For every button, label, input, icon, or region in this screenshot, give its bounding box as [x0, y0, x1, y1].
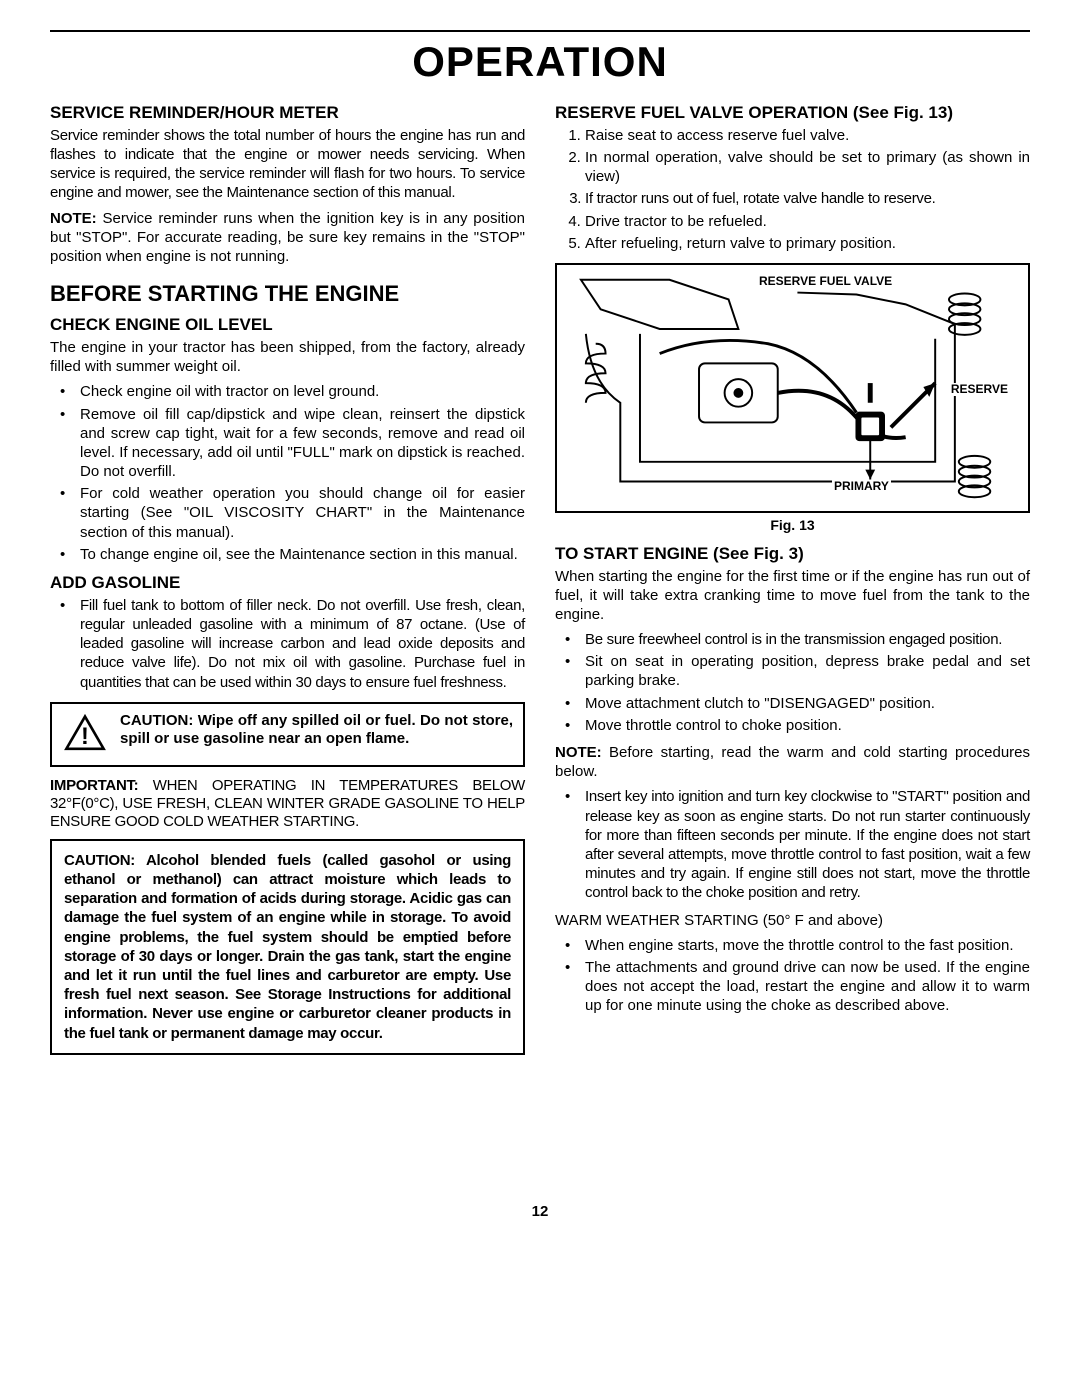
list-item: For cold weather operation you should ch… — [50, 484, 525, 542]
heading-reserve-valve: RESERVE FUEL VALVE OPERATION (See Fig. 1… — [555, 102, 1030, 124]
caution-box-1: ! CAUTION: Wipe off any spilled oil or f… — [50, 702, 525, 767]
note-label: NOTE: — [50, 210, 97, 227]
service-reminder-note: NOTE: Service reminder runs when the ign… — [50, 209, 525, 267]
list-item: Be sure freewheel control is in the tran… — [555, 630, 1030, 649]
warm-weather-heading: WARM WEATHER STARTING (50° F and above) — [555, 911, 1030, 930]
fig-label-reserve: RESERVE — [949, 383, 1010, 396]
list-item: Fill fuel tank to bottom of filler neck.… — [50, 596, 525, 692]
figure-13-caption: Fig. 13 — [555, 517, 1030, 535]
figure-13: RESERVE FUEL VALVE RESERVE PRIMARY — [555, 263, 1030, 513]
list-item: Move throttle control to choke position. — [555, 716, 1030, 735]
list-item: The attachments and ground drive can now… — [555, 958, 1030, 1016]
list-item: Drive tractor to be refueled. — [585, 212, 1030, 231]
list-item: Raise seat to access reserve fuel valve. — [585, 126, 1030, 145]
page-number: 12 — [50, 1203, 1030, 1220]
important-note: IMPORTANT: WHEN OPERATING IN TEM­PER­A­T… — [50, 777, 525, 831]
start-engine-intro: When starting the engine for the first t… — [555, 567, 1030, 625]
note-text: Before starting, read the warm and cold … — [555, 744, 1030, 780]
heading-check-oil: CHECK ENGINE OIL LEVEL — [50, 314, 525, 336]
add-gas-list: Fill fuel tank to bottom of filler neck.… — [50, 596, 525, 692]
check-oil-intro: The engine in your tractor has been ship… — [50, 338, 525, 376]
list-item: If tractor runs out of fuel, rotate valv… — [585, 189, 1030, 208]
fig-label-valve: RESERVE FUEL VALVE — [757, 275, 894, 288]
list-item: To change engine oil, see the Maintenanc… — [50, 545, 525, 564]
right-column: RESERVE FUEL VALVE OPERATION (See Fig. 1… — [555, 96, 1030, 1063]
heading-add-gasoline: ADD GASOLINE — [50, 572, 525, 594]
fig-label-primary: PRIMARY — [832, 480, 891, 493]
reserve-valve-steps: Raise seat to access reserve fuel valve.… — [555, 126, 1030, 253]
heading-service-reminder: SERVICE REMINDER/HOUR METER — [50, 102, 525, 124]
start-engine-list-2: Insert key into ignition and turn key cl… — [555, 787, 1030, 902]
page-title: OPERATION — [50, 38, 1030, 86]
list-item: Insert key into ignition and turn key cl… — [555, 787, 1030, 902]
note-text: Service reminder runs when the ignition … — [50, 210, 525, 265]
check-oil-list: Check engine oil with tractor on level g… — [50, 382, 525, 564]
list-item: After refueling, return valve to primary… — [585, 234, 1030, 253]
list-item: When engine starts, move the throttle co… — [555, 936, 1030, 955]
two-column-layout: SERVICE REMINDER/HOUR METER Service remi… — [50, 96, 1030, 1063]
warm-weather-list: When engine starts, move the throttle co… — [555, 936, 1030, 1016]
start-engine-note: NOTE: Before starting, read the warm and… — [555, 743, 1030, 781]
heading-before-starting: BEFORE STARTING THE ENGINE — [50, 280, 525, 308]
service-reminder-text: Service reminder shows the total number … — [50, 126, 525, 203]
left-column: SERVICE REMINDER/HOUR METER Service remi… — [50, 96, 525, 1063]
list-item: In normal operation, valve should be set… — [585, 148, 1030, 186]
important-label: IMPORTANT: — [50, 777, 138, 794]
caution-box-2: CAUTION: Alcohol blended fuels (called g… — [50, 839, 525, 1055]
top-rule — [50, 30, 1030, 32]
list-item: Check engine oil with tractor on level g… — [50, 382, 525, 401]
start-engine-list-1: Be sure freewheel control is in the tran… — [555, 630, 1030, 735]
list-item: Sit on seat in operating position, depre… — [555, 652, 1030, 690]
heading-start-engine: TO START ENGINE (See Fig. 3) — [555, 543, 1030, 565]
list-item: Remove oil fill cap/dipstick and wipe cl… — [50, 405, 525, 482]
svg-text:!: ! — [81, 724, 89, 750]
note-label: NOTE: — [555, 744, 602, 761]
list-item: Move attachment clutch to "DISENGAGED" p… — [555, 694, 1030, 713]
caution-text: CAUTION: Wipe off any spilled oil or fue… — [120, 712, 513, 750]
warning-triangle-icon: ! — [62, 712, 108, 757]
